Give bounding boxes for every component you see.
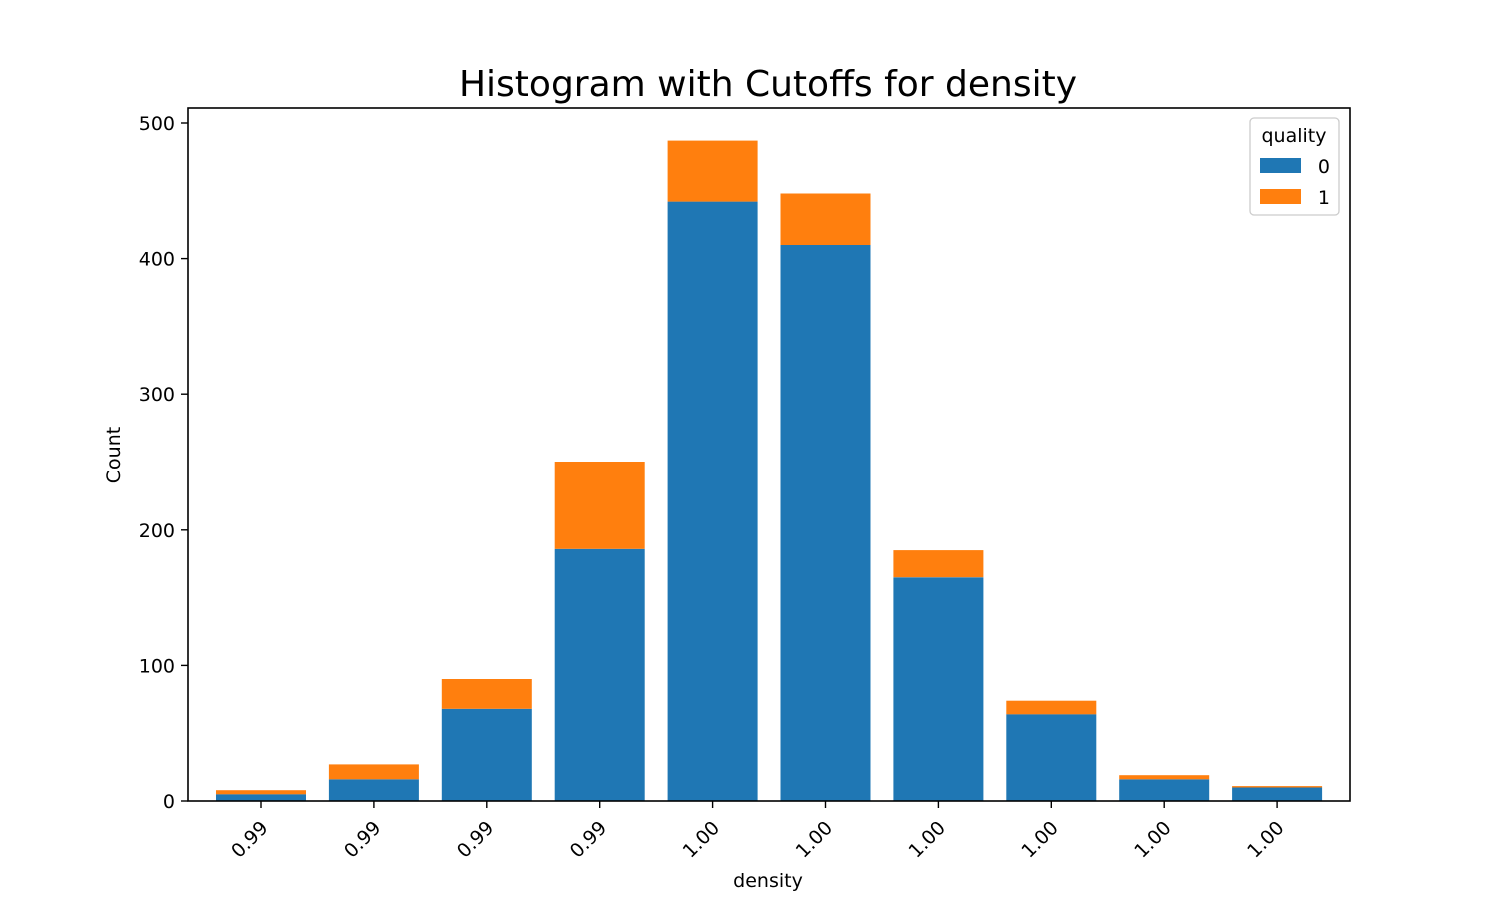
bar-series0-6 <box>893 577 984 801</box>
legend-title: quality <box>1262 125 1327 147</box>
legend-label-0: 0 <box>1318 156 1330 178</box>
y-tick-label: 200 <box>139 520 175 542</box>
bar-series1-0 <box>216 790 306 795</box>
chart-title: Histogram with Cutoffs for density <box>459 64 1077 105</box>
plot-frame <box>187 107 1351 802</box>
x-tick-label: 1.00 <box>679 817 724 862</box>
x-axis-label: density <box>733 870 803 892</box>
bar-series1-7 <box>1006 700 1097 715</box>
bar-series1-2 <box>441 679 532 709</box>
y-tick-label: 500 <box>139 113 175 135</box>
bar-series0-0 <box>216 794 306 801</box>
x-tick-label: 1.00 <box>1017 817 1062 862</box>
x-tick-label: 1.00 <box>1243 817 1288 862</box>
bar-series1-6 <box>893 550 984 578</box>
bar-series0-1 <box>328 779 419 801</box>
x-tick-label: 1.00 <box>792 817 837 862</box>
bar-series0-3 <box>554 548 645 801</box>
bar-series1-5 <box>780 193 871 245</box>
y-axis-label: Count <box>103 427 125 483</box>
y-tick-label: 300 <box>139 384 175 406</box>
x-tick-label: 0.99 <box>227 817 272 862</box>
bar-series1-4 <box>667 140 758 202</box>
bars-group <box>216 140 1323 802</box>
bar-series1-3 <box>554 462 645 549</box>
legend-swatch-0 <box>1260 158 1301 173</box>
y-tick-label: 400 <box>139 249 175 271</box>
bar-series0-2 <box>441 708 532 801</box>
x-tick-label: 0.99 <box>340 817 385 862</box>
legend: quality 0 1 <box>1249 117 1340 216</box>
bar-series0-5 <box>780 245 871 801</box>
x-axis-ticks: 0.99 0.99 0.99 0.99 1.00 1.00 1.00 1.00 1.00 1.00 <box>227 801 1289 862</box>
legend-swatch-1 <box>1260 189 1301 204</box>
x-tick-label: 0.99 <box>453 817 498 862</box>
y-tick-label: 0 <box>163 791 175 813</box>
bar-series0-7 <box>1006 714 1097 801</box>
bar-series0-9 <box>1232 787 1323 801</box>
x-tick-label: 1.00 <box>904 817 949 862</box>
bar-series1-9 <box>1232 786 1323 788</box>
bar-series0-8 <box>1119 779 1210 801</box>
y-axis-ticks: 0 100 200 300 400 500 <box>139 113 188 813</box>
x-tick-label: 1.00 <box>1130 817 1175 862</box>
legend-label-1: 1 <box>1318 187 1330 209</box>
bar-series1-1 <box>328 764 419 780</box>
x-tick-label: 0.99 <box>566 817 611 862</box>
bar-series0-4 <box>667 201 758 802</box>
bar-series1-8 <box>1119 775 1210 780</box>
y-tick-label: 100 <box>139 655 175 677</box>
